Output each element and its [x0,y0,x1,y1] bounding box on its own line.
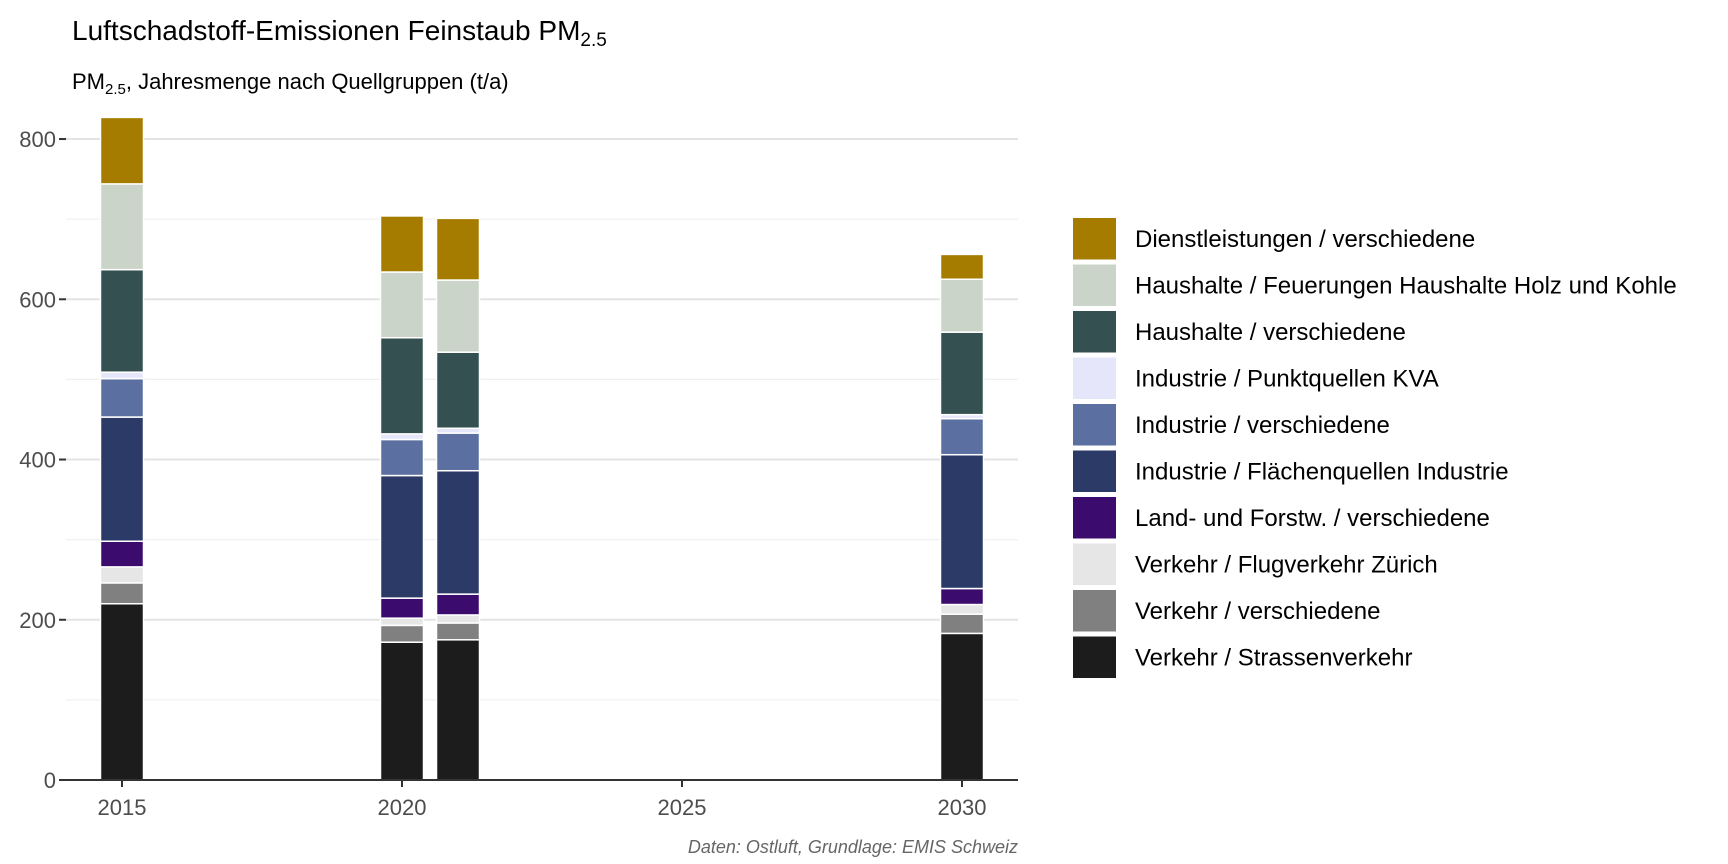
bar-segment [939,603,985,615]
bar-segment [99,540,145,568]
legend-key [1073,636,1116,678]
bar-segment [379,336,425,435]
bar-segment [939,417,985,456]
bar-segment [939,613,985,635]
legend-label: Land- und Forstw. / verschiedene [1135,505,1490,532]
legend-key [1073,357,1116,399]
y-tick-label: 400 [19,448,56,473]
bar-segment [435,279,481,353]
bar-segment [435,614,481,624]
bar-segment [99,377,145,418]
bar-segment [435,351,481,430]
y-tick-label: 0 [44,768,56,793]
legend-label: Verkehr / Strassenverkehr [1135,645,1412,672]
bar-segment [379,438,425,477]
bar-segment [99,602,145,781]
x-tick-label: 2020 [378,795,427,820]
legend-key [1073,404,1116,446]
legend-key [1073,264,1116,306]
legend-label: Haushalte / Feuerungen Haushalte Holz un… [1135,273,1677,300]
legend-label: Haushalte / verschiedene [1135,319,1406,346]
bars [99,116,985,781]
bar-segment [379,597,425,619]
chart-subtitle-subscript: 2.5 [105,81,126,98]
legend-key [1073,450,1116,492]
legend-key [1073,497,1116,539]
bar-segment [435,217,481,281]
chart-subtitle: PM2.5, Jahresmenge nach Quellgruppen (t/… [72,69,509,98]
bar-segment [435,593,481,616]
bar-segment [99,268,145,373]
bar-segment [379,215,425,273]
bar-segment [99,416,145,542]
legend-key [1073,218,1116,260]
bar-segment [99,371,145,380]
bar-segment [99,582,145,605]
bar-segment [939,453,985,590]
bar-segment [435,622,481,641]
y-tick-label: 800 [19,127,56,152]
bar-segment [99,183,145,271]
bar-segment [939,587,985,606]
chart-title-subscript: 2.5 [580,30,606,51]
x-tick-label: 2025 [658,795,707,820]
legend-key [1073,590,1116,632]
bar-segment [379,474,425,599]
legend-label: Dienstleistungen / verschiedene [1135,226,1475,253]
bar-segment [435,432,481,472]
legend-label: Industrie / Punktquellen KVA [1135,366,1439,393]
bar-segment [939,253,985,280]
legend-label: Industrie / Flächenquellen Industrie [1135,459,1509,486]
bar-segment [379,624,425,643]
bar-segment [435,639,481,781]
legend-key [1073,543,1116,585]
legend-label: Verkehr / verschiedene [1135,598,1380,625]
y-tick-label: 600 [19,287,56,312]
x-tick-label: 2015 [98,795,147,820]
chart-title: Luftschadstoff-Emissionen Feinstaub PM2.… [72,15,607,51]
bar-segment [379,433,425,441]
chart-caption: Daten: Ostluft, Grundlage: EMIS Schweiz [688,837,1018,857]
legend-label: Industrie / verschiedene [1135,412,1390,439]
legend-key [1073,311,1116,353]
bar-segment [939,278,985,333]
legend-label: Verkehr / Flugverkehr Zürich [1135,552,1438,579]
bar-segment [435,469,481,595]
axes: 2015 2020 2025 2030 0 200 400 600 800 [19,127,1018,820]
bar-segment [939,632,985,781]
bar-segment [379,617,425,627]
bar-segment [379,641,425,781]
y-tick-label: 200 [19,608,56,633]
bar-segment [939,331,985,416]
x-tick-label: 2030 [938,795,987,820]
grid [66,138,1018,701]
legend: Dienstleistungen / verschiedene Haushalte… [1073,218,1677,678]
bar-segment [99,566,145,584]
bar-segment [99,116,145,185]
bar-segment [379,271,425,339]
